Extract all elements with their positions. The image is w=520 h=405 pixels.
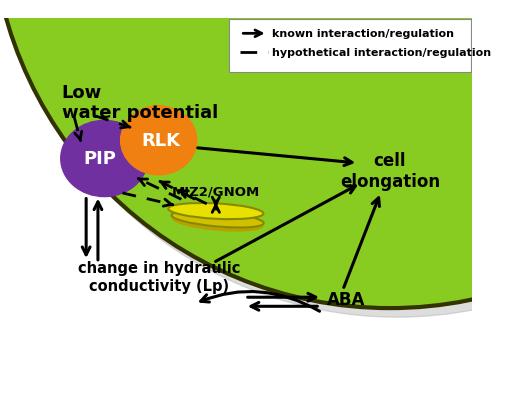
- Text: cell
elongation: cell elongation: [340, 151, 440, 190]
- Text: RLK: RLK: [141, 132, 180, 150]
- Ellipse shape: [121, 107, 197, 175]
- Ellipse shape: [168, 203, 264, 220]
- Text: PIP: PIP: [83, 150, 116, 168]
- Text: hypothetical interaction/regulation: hypothetical interaction/regulation: [272, 48, 491, 58]
- FancyBboxPatch shape: [229, 20, 471, 73]
- Circle shape: [0, 0, 520, 308]
- Text: known interaction/regulation: known interaction/regulation: [272, 29, 454, 39]
- Circle shape: [0, 0, 520, 318]
- Text: MIZ2/GNOM: MIZ2/GNOM: [172, 185, 260, 198]
- Text: ABA: ABA: [327, 290, 365, 308]
- Ellipse shape: [61, 121, 148, 197]
- Text: change in hydraulic
conductivity (Lp): change in hydraulic conductivity (Lp): [77, 260, 240, 293]
- Ellipse shape: [172, 211, 264, 228]
- Ellipse shape: [173, 213, 263, 231]
- Text: Low
water potential: Low water potential: [62, 84, 218, 122]
